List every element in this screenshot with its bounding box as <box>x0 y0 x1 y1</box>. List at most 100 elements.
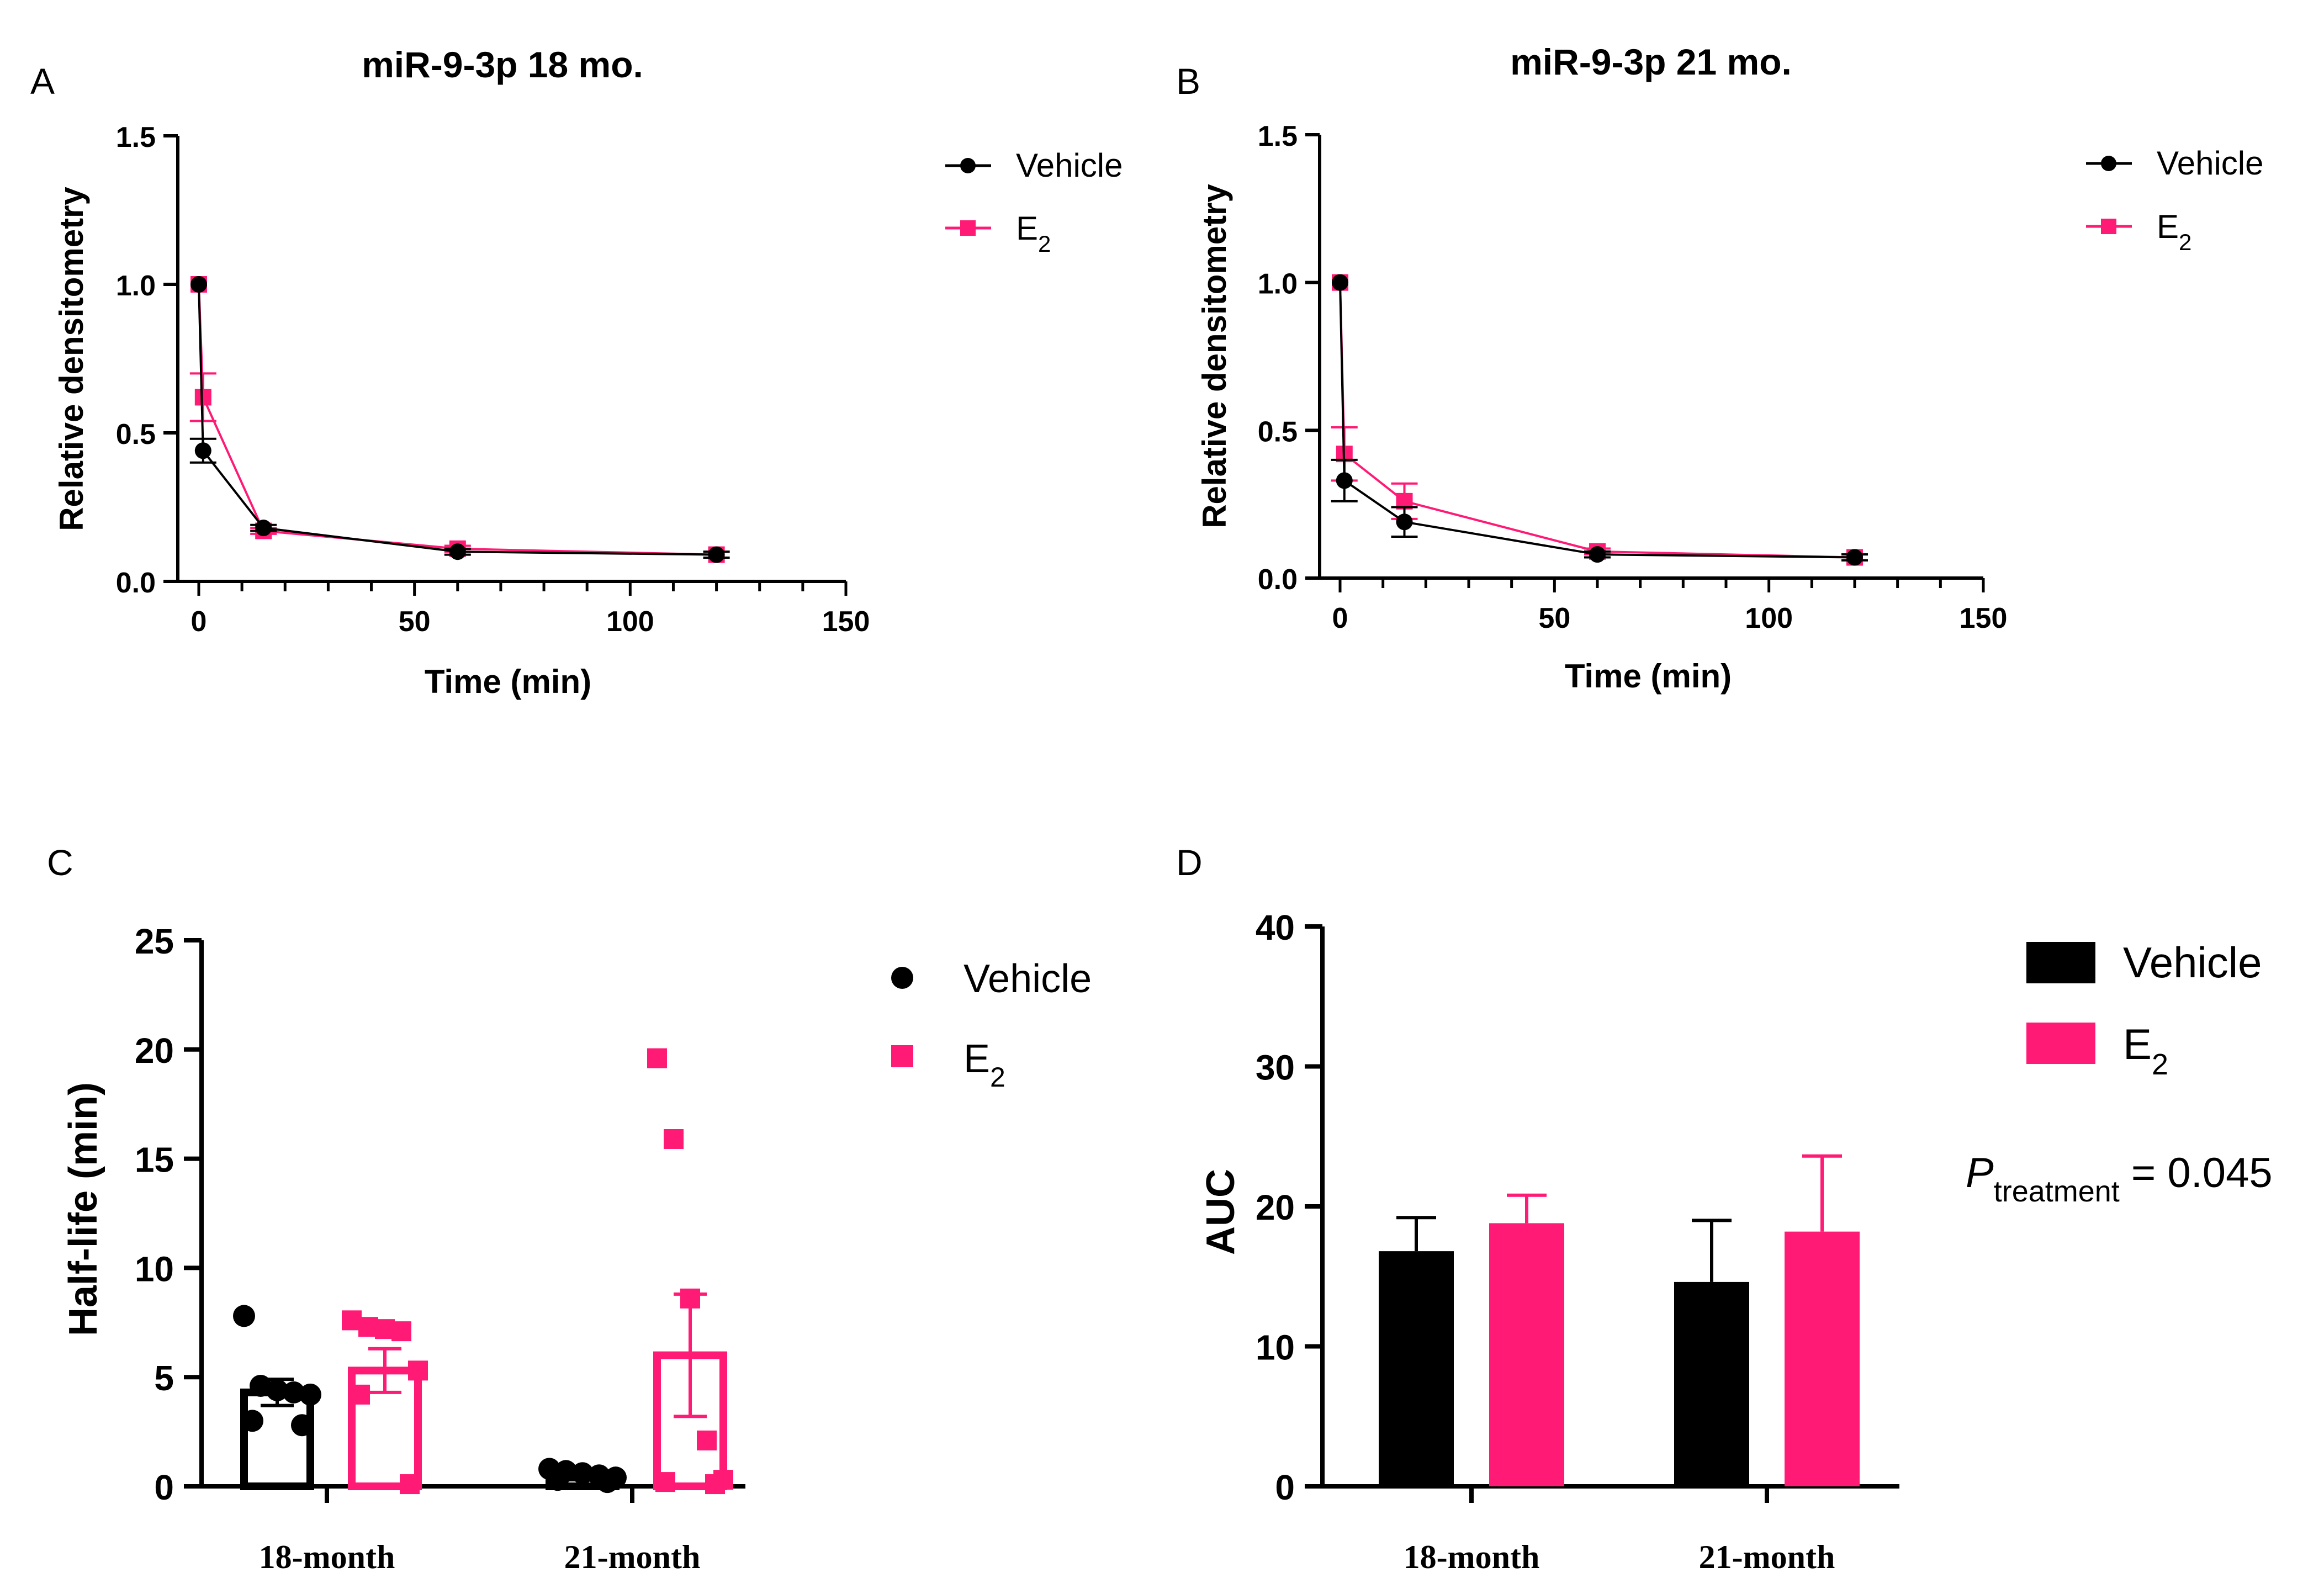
y-tick-label: 1.0 <box>116 270 156 302</box>
y-tick-label: 20 <box>135 1031 174 1071</box>
data-point-vehicle <box>708 546 725 563</box>
data-point-vehicle <box>194 442 211 459</box>
panel-d-label: D <box>1176 842 1203 883</box>
legend-c-e2-label: E2 <box>964 1037 1005 1093</box>
legend-d-e2-swatch <box>2026 1023 2095 1064</box>
data-point-vehicle <box>596 1471 618 1494</box>
y-tick-label: 0.0 <box>1258 564 1298 596</box>
legend-d-e2-label: E2 <box>2123 1020 2168 1081</box>
legend-a-vehicle-marker <box>960 158 976 173</box>
y-tick-label: 10 <box>135 1249 174 1289</box>
panel-d: D 0 10 20 30 40 18-month 21-month AUC Vehicle … <box>1176 842 2273 1575</box>
y-tick-label: 10 <box>1256 1328 1295 1368</box>
data-point-e2 <box>655 1472 675 1492</box>
panel-a: A miR-9-3p 18 mo. 0.00.51.01.50 50 100 150 … <box>30 44 1123 700</box>
x-tick-label: 100 <box>606 606 654 638</box>
legend-b-e2-label: E2 <box>2157 208 2191 255</box>
series-line-e2 <box>1339 282 1855 559</box>
panel-c-legend: Vehicle E2 <box>891 957 1092 1093</box>
legend-c-vehicle-label: Vehicle <box>964 957 1092 1001</box>
data-point-e2 <box>680 1288 700 1309</box>
data-point-vehicle <box>283 1381 305 1404</box>
x-tick-label: 50 <box>1538 602 1570 634</box>
data-point-e2 <box>194 389 211 406</box>
panel-a-xlabel: Time (min) <box>425 663 591 700</box>
legend-b-vehicle-marker <box>2101 156 2116 171</box>
data-point-vehicle <box>1336 472 1353 489</box>
bar-vehicle <box>1674 1281 1749 1486</box>
x-tick-label: 18-month <box>259 1539 395 1575</box>
x-tick-label: 150 <box>822 606 870 638</box>
y-tick-label: 1.5 <box>1258 120 1298 152</box>
legend-c-e2-sub: 2 <box>990 1062 1005 1093</box>
data-point-vehicle <box>266 1379 288 1401</box>
x-tick-label: 150 <box>1960 602 2008 634</box>
y-tick-label: 25 <box>135 922 174 961</box>
data-point-e2 <box>647 1048 667 1068</box>
legend-b-e2-main: E <box>2157 208 2179 245</box>
bar-e2 <box>1489 1223 1564 1486</box>
legend-b-e2-sub: 2 <box>2179 229 2191 255</box>
data-point-e2 <box>664 1129 684 1149</box>
data-point-e2 <box>400 1474 420 1495</box>
data-point-vehicle <box>190 276 207 293</box>
legend-a-vehicle-label: Vehicle <box>1016 147 1123 184</box>
y-tick-label: 0 <box>1275 1468 1295 1507</box>
data-point-vehicle <box>1589 546 1606 563</box>
panel-a-ylabel: Relative densitometry <box>53 187 90 531</box>
panel-a-legend: Vehicle E2 <box>945 147 1123 257</box>
legend-d-e2-main: E <box>2123 1020 2152 1068</box>
data-point-e2 <box>391 1321 411 1342</box>
data-point-vehicle <box>571 1462 594 1485</box>
legend-a-e2-label: E2 <box>1016 210 1051 257</box>
y-tick-label: 30 <box>1256 1048 1295 1088</box>
panel-c: C 0 5 10 15 20 25 18-month 21-month Half-life (… <box>47 842 1092 1575</box>
panel-b-label: B <box>1176 61 1200 102</box>
panel-b-legend: Vehicle E2 <box>2086 145 2263 255</box>
x-tick-label: 18-month <box>1404 1539 1540 1575</box>
panel-d-ylabel: AUC <box>1199 1169 1243 1255</box>
panel-a-plot: 0.0 0.5 1.0 1.5 0 50 100 150 <box>116 121 870 638</box>
p-annotation-main: P <box>1966 1150 1994 1196</box>
x-tick-label: 0 <box>1332 602 1348 634</box>
panel-b-plot: 0.0 0.5 1.0 1.5 0 50 100 150 <box>1258 120 2008 634</box>
data-point-vehicle <box>547 1469 569 1491</box>
y-tick-label: 1.5 <box>116 121 156 153</box>
y-tick-label: 0.0 <box>116 567 156 599</box>
panel-c-ylabel: Half-life (min) <box>61 1082 105 1336</box>
series-line-vehicle <box>198 284 717 556</box>
legend-d-vehicle-swatch <box>2026 942 2095 983</box>
data-point-vehicle <box>1332 274 1348 291</box>
data-point-vehicle <box>1396 513 1413 531</box>
y-tick-label: 5 <box>154 1358 174 1398</box>
panel-b-ylabel: Relative densitometry <box>1196 184 1233 528</box>
x-tick-label: 100 <box>1745 602 1793 634</box>
bar-vehicle <box>1379 1251 1454 1486</box>
legend-b-e2-marker <box>2101 219 2116 234</box>
y-tick-label: 0 <box>154 1468 174 1507</box>
y-tick-label: 20 <box>1256 1188 1295 1227</box>
legend-a-e2-main: E <box>1016 210 1038 247</box>
legend-b-vehicle-label: Vehicle <box>2157 145 2263 182</box>
legend-d-e2-sub: 2 <box>2152 1048 2168 1081</box>
y-tick-label: 0.5 <box>116 419 156 451</box>
y-tick-label: 1.0 <box>1258 268 1298 300</box>
panel-d-legend: Vehicle E2 <box>2026 938 2262 1081</box>
legend-a-e2-sub: 2 <box>1038 231 1051 257</box>
panel-d-plot: 0 10 20 30 40 18-month 21-month <box>1256 908 1899 1575</box>
series-line-vehicle <box>1339 282 1855 559</box>
data-point-vehicle <box>255 520 272 537</box>
p-annotation-value: = 0.045 <box>2120 1150 2273 1196</box>
data-point-vehicle <box>233 1305 255 1327</box>
data-point-vehicle <box>299 1383 321 1406</box>
y-tick-label: 15 <box>135 1140 174 1180</box>
legend-c-e2-main: E <box>964 1037 990 1081</box>
panel-b-title: miR-9-3p 21 mo. <box>1510 41 1792 82</box>
data-point-vehicle <box>241 1410 263 1432</box>
panel-d-p-annotation: Ptreatment = 0.045 <box>1966 1150 2273 1208</box>
panel-c-label: C <box>47 842 73 883</box>
p-annotation-sub: treatment <box>1994 1175 2120 1208</box>
legend-c-vehicle-marker <box>891 967 913 989</box>
x-tick-label: 21-month <box>564 1539 701 1575</box>
